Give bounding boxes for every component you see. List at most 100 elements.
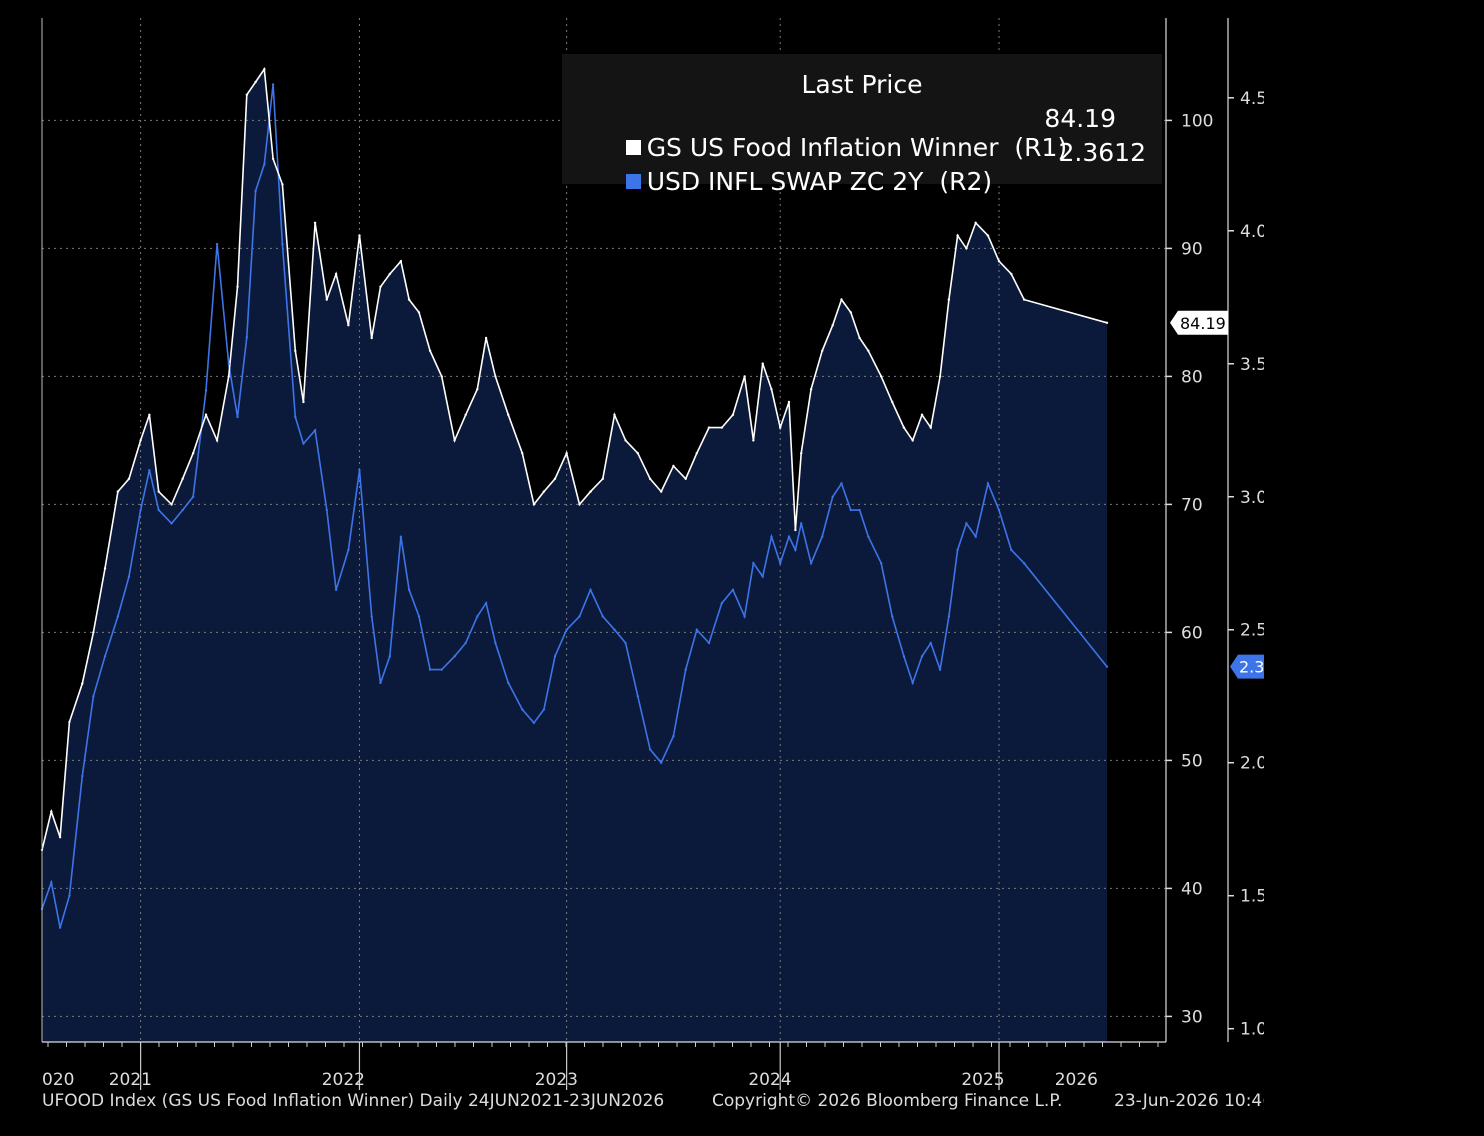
point-r1-19 — [245, 93, 249, 97]
point-r1-47 — [542, 490, 546, 493]
point-r1-93 — [1022, 298, 1026, 301]
legend-axis-tag-r1: (R1) — [1014, 133, 1068, 162]
r1-last-value-marker — [1170, 310, 1228, 335]
x-tick-label-2023: 2023 — [535, 1070, 578, 1090]
point-r2-27 — [325, 508, 328, 512]
point-r2-36 — [417, 615, 421, 618]
r2-tick-label-3.5: 3.5 — [1240, 355, 1267, 375]
point-r1-27 — [325, 298, 328, 301]
point-r2-70 — [794, 548, 797, 552]
point-r2-74 — [831, 495, 834, 498]
point-r2-90 — [986, 482, 990, 485]
legend-title: Last Price — [801, 70, 923, 99]
point-r1-37 — [428, 349, 432, 352]
point-r1-68 — [779, 426, 782, 429]
point-r1-77 — [858, 336, 861, 340]
point-r1-20 — [254, 80, 257, 84]
point-r2-93 — [1022, 562, 1026, 565]
point-r2-73 — [821, 535, 824, 538]
point-r1-90 — [986, 234, 990, 237]
r1-tick-label-60: 60 — [1181, 623, 1203, 643]
point-r2-54 — [624, 641, 627, 645]
point-r1-57 — [659, 490, 663, 493]
point-r1-14 — [191, 452, 195, 455]
r1-tick-label-40: 40 — [1181, 879, 1203, 899]
point-r1-21 — [263, 68, 266, 71]
point-r1-73 — [821, 349, 824, 352]
point-r1-53 — [613, 413, 616, 416]
point-r2-44 — [507, 681, 510, 685]
point-r1-72 — [809, 388, 813, 391]
point-r1-60 — [695, 452, 698, 455]
point-r2-30 — [358, 468, 361, 472]
r2-tick-label-2.0: 2.0 — [1240, 754, 1267, 774]
r1-tick-label-80: 80 — [1181, 367, 1203, 387]
point-r1-36 — [417, 311, 421, 314]
point-r2-80 — [891, 615, 894, 618]
point-r2-38 — [440, 668, 443, 671]
point-r2-65 — [752, 562, 755, 565]
legend-series-name-r1: GS US Food Inflation Winner — [646, 133, 999, 162]
point-r2-71 — [800, 522, 803, 525]
point-r2-6 — [103, 655, 107, 658]
point-r1-7 — [116, 490, 120, 493]
point-r2-49 — [565, 628, 568, 631]
point-r2-43 — [494, 641, 497, 645]
point-r2-4 — [81, 774, 84, 778]
r2-tick-label-1.0: 1.0 — [1240, 1020, 1267, 1040]
point-r2-94 — [1105, 665, 1109, 668]
point-r2-5 — [92, 695, 95, 698]
point-r2-87 — [956, 548, 959, 552]
point-r1-59 — [684, 477, 687, 480]
point-r1-55 — [636, 452, 640, 455]
point-r1-67 — [770, 388, 773, 391]
point-r1-69 — [787, 400, 791, 404]
point-r2-19 — [245, 335, 249, 339]
footer-copyright: Copyright© 2026 Bloomberg Finance L.P. — [712, 1091, 1063, 1111]
point-r1-48 — [553, 477, 557, 480]
x-tick-label-2024: 2024 — [748, 1070, 791, 1090]
footer-timestamp: 23-Jun-2026 10:4( — [1114, 1091, 1264, 1111]
point-r2-18 — [236, 415, 239, 419]
point-r1-9 — [139, 439, 142, 442]
point-r2-33 — [388, 655, 392, 658]
point-r2-83 — [920, 655, 924, 658]
point-r1-70 — [794, 528, 797, 532]
point-r2-47 — [542, 708, 546, 711]
x-tick-label-2021: 2021 — [109, 1070, 152, 1090]
point-r1-12 — [170, 503, 173, 506]
point-r1-2 — [58, 836, 62, 839]
legend-swatch-r2 — [625, 174, 641, 189]
point-r2-67 — [770, 535, 773, 538]
point-r1-56 — [648, 477, 652, 480]
point-r1-28 — [334, 272, 338, 276]
point-r2-72 — [809, 562, 813, 565]
point-r1-82 — [911, 439, 914, 442]
legend-series-name-r2: USD INFL SWAP ZC 2Y — [646, 167, 924, 196]
point-r1-45 — [521, 452, 524, 455]
point-r1-50 — [578, 503, 581, 506]
point-r2-8 — [127, 575, 131, 578]
point-r2-50 — [578, 615, 581, 618]
legend: Last Price GS US Food Inflation Winner (… — [562, 54, 1162, 196]
point-r1-63 — [731, 413, 735, 416]
point-r2-40 — [464, 641, 467, 645]
point-r1-62 — [720, 426, 724, 429]
point-r2-11 — [157, 508, 160, 512]
point-r1-40 — [464, 413, 467, 416]
point-r2-45 — [521, 708, 524, 711]
right-margin — [1264, 0, 1484, 1136]
point-r1-30 — [358, 234, 361, 237]
point-r2-3 — [68, 894, 71, 897]
point-r2-53 — [613, 628, 616, 631]
r2-tick-label-4.0: 4.0 — [1240, 222, 1267, 242]
point-r2-32 — [379, 681, 382, 685]
point-r1-23 — [281, 183, 284, 186]
point-r2-48 — [553, 655, 557, 658]
point-r2-9 — [139, 508, 142, 512]
point-r1-34 — [399, 260, 403, 263]
point-r1-33 — [388, 272, 392, 276]
point-r2-57 — [659, 761, 663, 764]
point-r2-16 — [215, 242, 219, 246]
point-r1-87 — [956, 234, 959, 237]
